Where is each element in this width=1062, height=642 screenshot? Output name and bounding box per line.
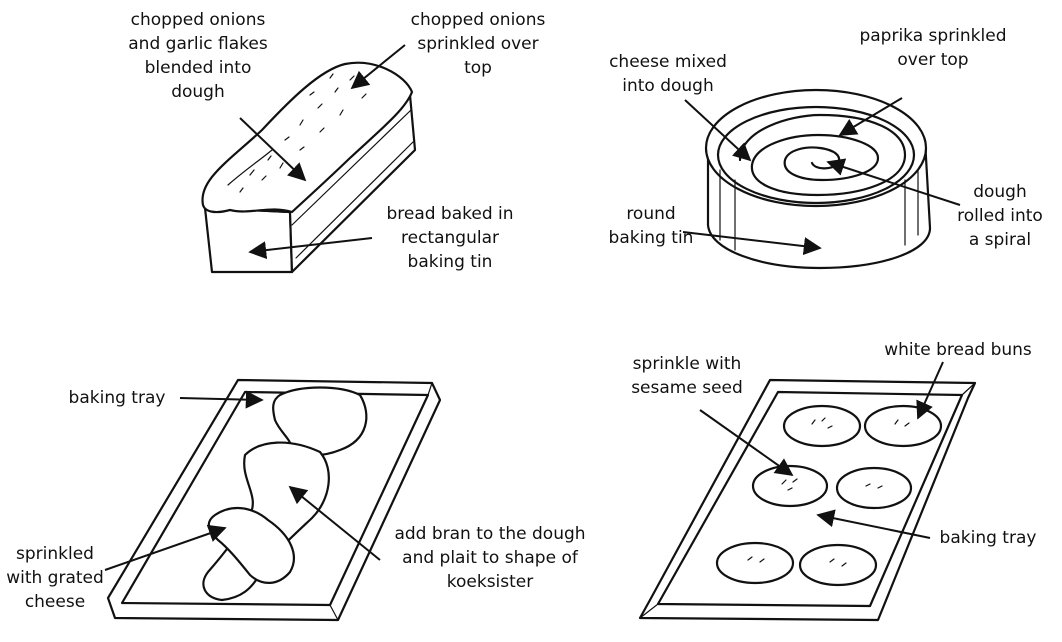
buns-white-label: white bread buns — [884, 340, 1032, 360]
buns-tray-label: baking tray — [939, 528, 1037, 548]
plait-tray-label: baking tray — [68, 388, 166, 408]
plait-bran-label: add bran to the dough and plait to shape… — [394, 524, 586, 592]
buns-sesame-label: sprinkle with sesame seed — [631, 354, 743, 398]
spiral-drawing — [682, 88, 961, 270]
loaf-inside-label: chopped onions and garlic flakes blended… — [128, 10, 268, 102]
plait-drawing — [104, 378, 442, 622]
loaf-top-label: chopped onions sprinkled over top — [410, 10, 546, 78]
sesame-seeds — [747, 417, 910, 567]
spiral-dough-label: dough rolled into a spiral — [957, 182, 1043, 250]
spiral-tin-label: round baking tin — [608, 204, 694, 248]
spiral-paprika-label: paprika sprinkled over top — [859, 26, 1007, 70]
plait-cheese-label: sprinkled with grated cheese — [6, 544, 104, 612]
buns-drawing — [638, 361, 977, 622]
spiral-cheese-label: cheese mixed into dough — [609, 52, 727, 96]
loaf-drawing — [201, 44, 417, 274]
loaf-tin-label: bread baked in rectangular baking tin — [386, 204, 514, 272]
